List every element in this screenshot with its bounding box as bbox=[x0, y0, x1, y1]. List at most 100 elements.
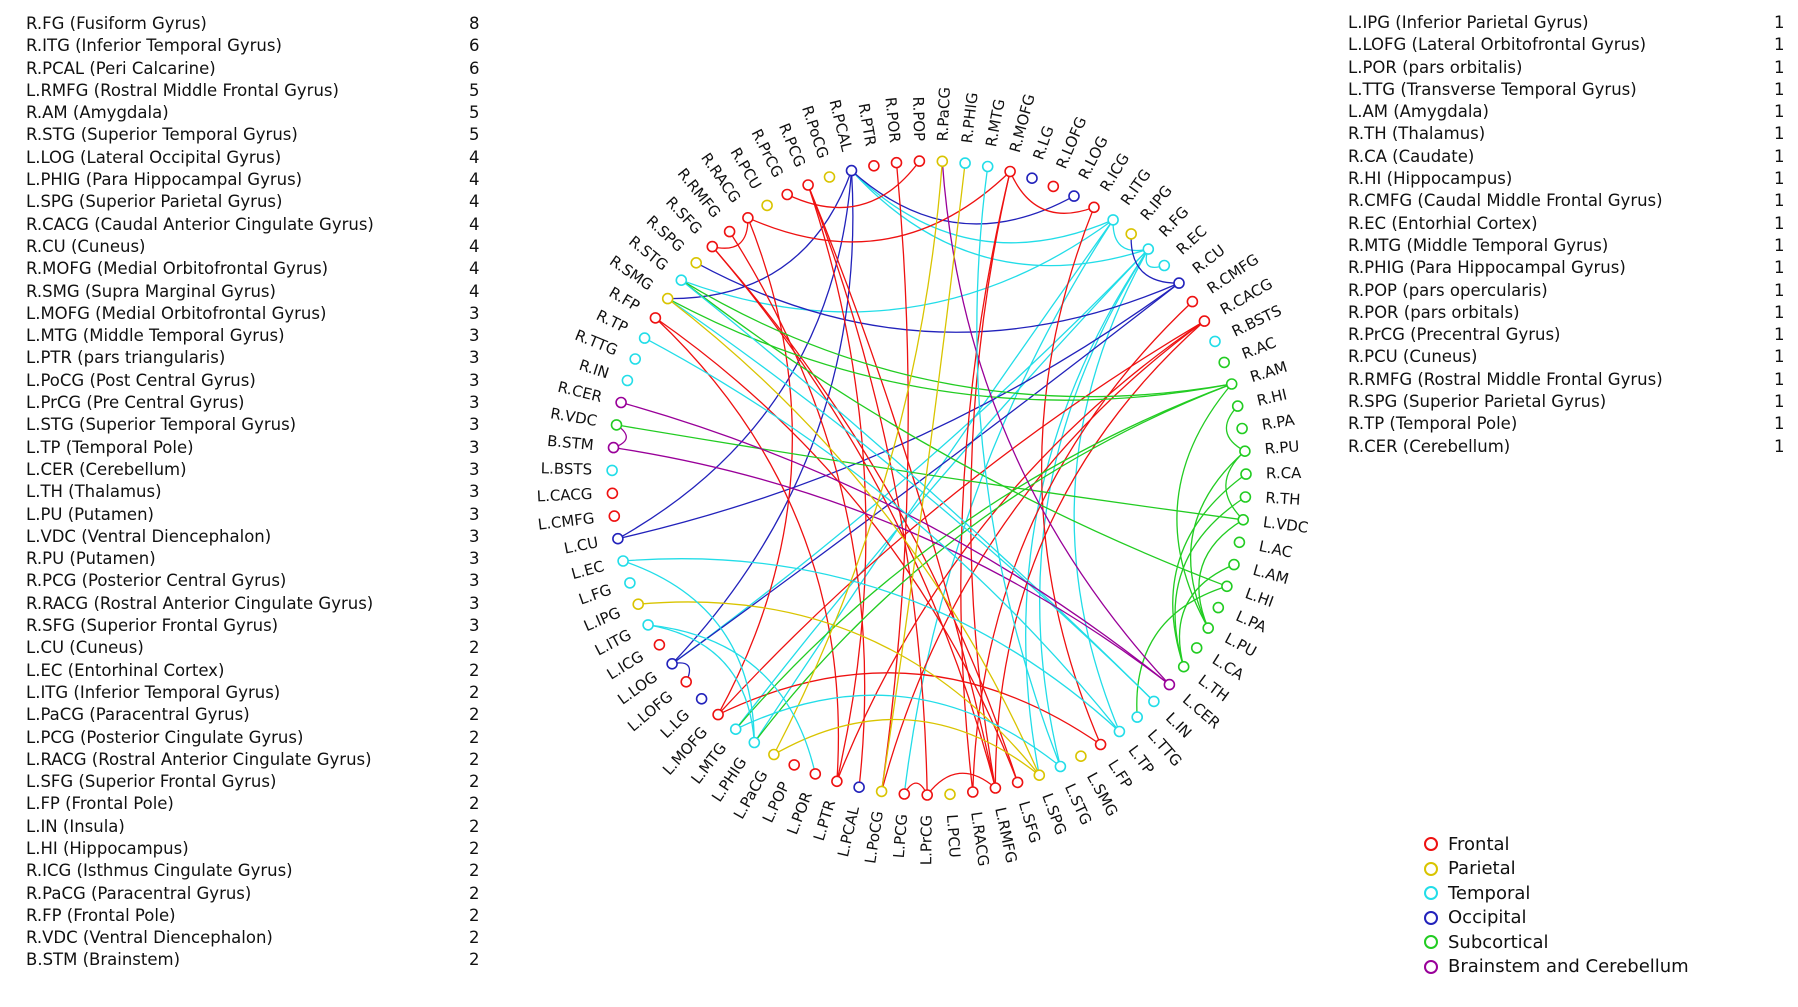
region-label: L.PrCG bbox=[917, 815, 935, 865]
connection-line bbox=[655, 317, 1019, 783]
region-name: L.PaCG (Paracentral Gyrus) bbox=[26, 705, 250, 725]
region-list-row: R.POP (pars opercularis) 1 bbox=[1348, 280, 1788, 302]
region-label: R.POP bbox=[909, 96, 928, 141]
connection-line bbox=[773, 161, 943, 755]
legend: Frontal Parietal Temporal Occipital Subcorti… bbox=[1424, 832, 1689, 979]
connection-count: 1 bbox=[1774, 169, 1785, 189]
region-list-row: L.PaCG (Paracentral Gyrus) 2 bbox=[26, 704, 486, 726]
connection-line bbox=[972, 301, 1193, 793]
region-name: R.STG (Superior Temporal Gyrus) bbox=[26, 125, 298, 145]
region-name: L.TTG (Transverse Temporal Gyrus) bbox=[1348, 79, 1637, 99]
connection-count: 3 bbox=[469, 303, 480, 323]
connection-line bbox=[807, 184, 928, 796]
region-node bbox=[1068, 190, 1080, 202]
region-label: L.BSTS bbox=[541, 459, 593, 478]
region-node bbox=[1163, 678, 1176, 691]
region-list-row: R.PCU (Cuneus) 1 bbox=[1348, 346, 1788, 368]
region-node bbox=[966, 786, 979, 798]
region-node bbox=[831, 775, 843, 788]
legend-item: Brainstem and Cerebellum bbox=[1424, 955, 1689, 980]
region-name: L.POR (pars orbitalis) bbox=[1348, 57, 1523, 77]
region-list-row: L.MTG (Middle Temporal Gyrus) 3 bbox=[26, 325, 486, 347]
connection-count: 1 bbox=[1774, 124, 1785, 144]
region-node bbox=[1198, 315, 1211, 327]
region-node bbox=[617, 555, 629, 567]
region-label: R.TH bbox=[1265, 489, 1301, 509]
region-node bbox=[661, 292, 674, 305]
connection-line bbox=[671, 170, 854, 665]
region-list-row: L.ITG (Inferior Temporal Gyrus) 2 bbox=[26, 682, 486, 704]
legend-label: Occipital bbox=[1448, 907, 1527, 929]
connection-line bbox=[1039, 248, 1149, 767]
connection-count: 1 bbox=[1774, 325, 1785, 345]
region-node bbox=[1190, 642, 1203, 654]
connection-count: 1 bbox=[1774, 392, 1785, 412]
connection-line bbox=[638, 601, 1040, 776]
connection-lines bbox=[613, 160, 1247, 796]
region-node bbox=[788, 759, 801, 771]
region-node bbox=[1186, 295, 1199, 308]
region-list-row: R.PaCG (Paracentral Gyrus) 2 bbox=[26, 883, 486, 905]
connection-line bbox=[620, 401, 1170, 686]
connection-line bbox=[1172, 473, 1247, 667]
region-list-row: L.STG (Superior Temporal Gyrus) 3 bbox=[26, 414, 486, 436]
region-node bbox=[890, 156, 903, 169]
region-list-row: R.SMG (Supra Marginal Gyrus) 4 bbox=[26, 281, 486, 303]
region-list-row: L.PrCG (Pre Central Gyrus) 3 bbox=[26, 392, 486, 414]
region-name: L.RACG (Rostral Anterior Cingulate Gyrus… bbox=[26, 749, 372, 769]
region-name: R.PaCG (Paracentral Gyrus) bbox=[26, 883, 252, 903]
connection-count: 2 bbox=[469, 794, 480, 814]
region-node bbox=[748, 736, 761, 749]
region-name: R.CMFG (Caudal Middle Frontal Gyrus) bbox=[1348, 191, 1663, 211]
region-name: R.PHIG (Para Hippocampal Gyrus) bbox=[1348, 258, 1626, 278]
region-node bbox=[615, 396, 627, 409]
region-node bbox=[1125, 228, 1137, 240]
region-list-row: R.SFG (Superior Frontal Gyrus) 3 bbox=[26, 615, 486, 637]
region-node bbox=[898, 788, 911, 800]
legend-label: Temporal bbox=[1448, 882, 1531, 904]
region-node bbox=[959, 157, 971, 169]
region-name: L.LOG (Lateral Occipital Gyrus) bbox=[26, 147, 282, 167]
connection-count: 2 bbox=[469, 883, 480, 903]
region-list-row: R.PU (Putamen) 3 bbox=[26, 548, 486, 570]
region-name: R.CA (Caudate) bbox=[1348, 146, 1475, 166]
connection-count: 4 bbox=[469, 192, 480, 212]
region-node bbox=[936, 155, 949, 168]
connection-count: 1 bbox=[1774, 280, 1785, 300]
region-name: L.PHIG (Para Hippocampal Gyrus) bbox=[26, 170, 303, 190]
region-list-row: L.POR (pars orbitalis) 1 bbox=[1348, 57, 1788, 79]
region-name: R.SPG (Superior Parietal Gyrus) bbox=[1348, 392, 1607, 412]
region-list-row: L.RMFG (Rostral Middle Frontal Gyrus) 5 bbox=[26, 80, 486, 102]
region-node bbox=[675, 274, 688, 287]
region-list-row: R.HI (Hippocampus) 1 bbox=[1348, 168, 1788, 190]
region-node bbox=[610, 419, 623, 431]
connection-count: 2 bbox=[469, 682, 480, 702]
region-name: L.LOFG (Lateral Orbitofrontal Gyrus) bbox=[1348, 35, 1647, 55]
connection-line bbox=[1198, 519, 1244, 629]
connection-count: 1 bbox=[1774, 235, 1785, 255]
legend-item: Frontal bbox=[1424, 832, 1689, 857]
legend-label: Parietal bbox=[1448, 858, 1516, 880]
region-node bbox=[1177, 660, 1190, 673]
region-label: R.AC bbox=[1239, 333, 1278, 363]
region-node bbox=[809, 768, 822, 780]
region-node bbox=[1047, 180, 1060, 193]
region-node bbox=[1113, 725, 1126, 738]
region-list-row: R.ITG (Inferior Temporal Gyrus) 6 bbox=[26, 35, 486, 57]
region-name: L.IPG (Inferior Parietal Gyrus) bbox=[1348, 13, 1589, 32]
region-node bbox=[1173, 277, 1185, 289]
legend-swatch bbox=[1424, 959, 1438, 974]
connection-count: 4 bbox=[469, 236, 480, 256]
region-label: L.SFG bbox=[1015, 799, 1044, 845]
region-list-row: R.PCAL (Peri Calcarine) 6 bbox=[26, 58, 486, 80]
region-list-row: R.SPG (Superior Parietal Gyrus) 1 bbox=[1348, 391, 1788, 413]
connection-line bbox=[880, 320, 1205, 792]
connection-line bbox=[729, 231, 866, 788]
legend-item: Parietal bbox=[1424, 857, 1689, 882]
region-label: L.PCAL bbox=[834, 804, 863, 859]
region-label: L.PCG bbox=[890, 813, 911, 859]
region-name: R.PU (Putamen) bbox=[26, 549, 156, 569]
connection-count: 1 bbox=[1774, 146, 1785, 166]
region-name: L.CU (Cuneus) bbox=[26, 638, 144, 658]
